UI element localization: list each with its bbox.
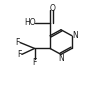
Text: F: F [17,50,21,59]
Text: HO: HO [24,18,36,27]
Text: F: F [15,38,19,47]
Text: F: F [32,58,37,67]
Text: O: O [50,4,56,13]
Text: N: N [73,31,78,40]
Text: N: N [58,54,64,63]
